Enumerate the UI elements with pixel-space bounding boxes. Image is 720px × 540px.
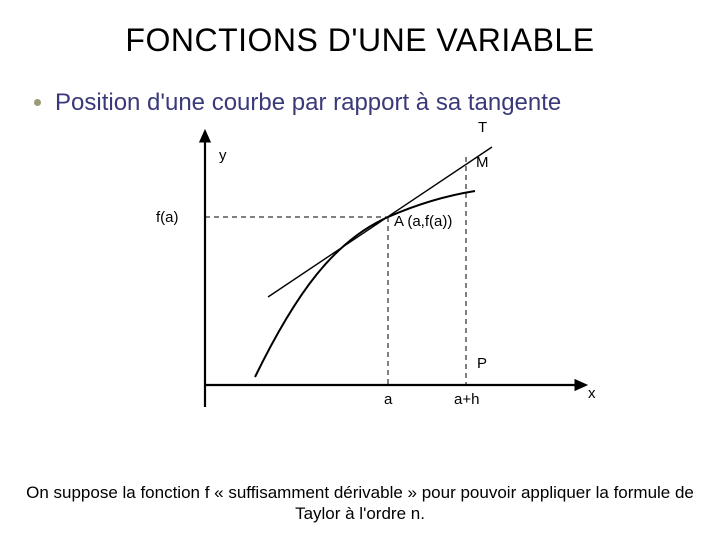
label-a: a (384, 391, 392, 408)
label-T: T (478, 119, 487, 136)
bullet-text: Position d'une courbe par rapport à sa t… (55, 89, 561, 117)
label-fa: f(a) (156, 209, 179, 226)
bullet-item: Position d'une courbe par rapport à sa t… (0, 59, 720, 117)
diagram-svg (0, 117, 720, 427)
tangent-line (268, 147, 492, 297)
bullet-dot-icon (34, 99, 41, 106)
page-title: FONCTIONS D'UNE VARIABLE (0, 0, 720, 59)
label-A: A (a,f(a)) (394, 213, 452, 230)
label-y: y (219, 147, 227, 164)
diagram: T y M f(a) A (a,f(a)) P a a+h x (0, 117, 720, 427)
footer-text: On suppose la fonction f « suffisamment … (0, 482, 720, 525)
label-M: M (476, 154, 489, 171)
label-P: P (477, 355, 487, 372)
label-ah: a+h (454, 391, 479, 408)
label-x: x (588, 385, 596, 402)
